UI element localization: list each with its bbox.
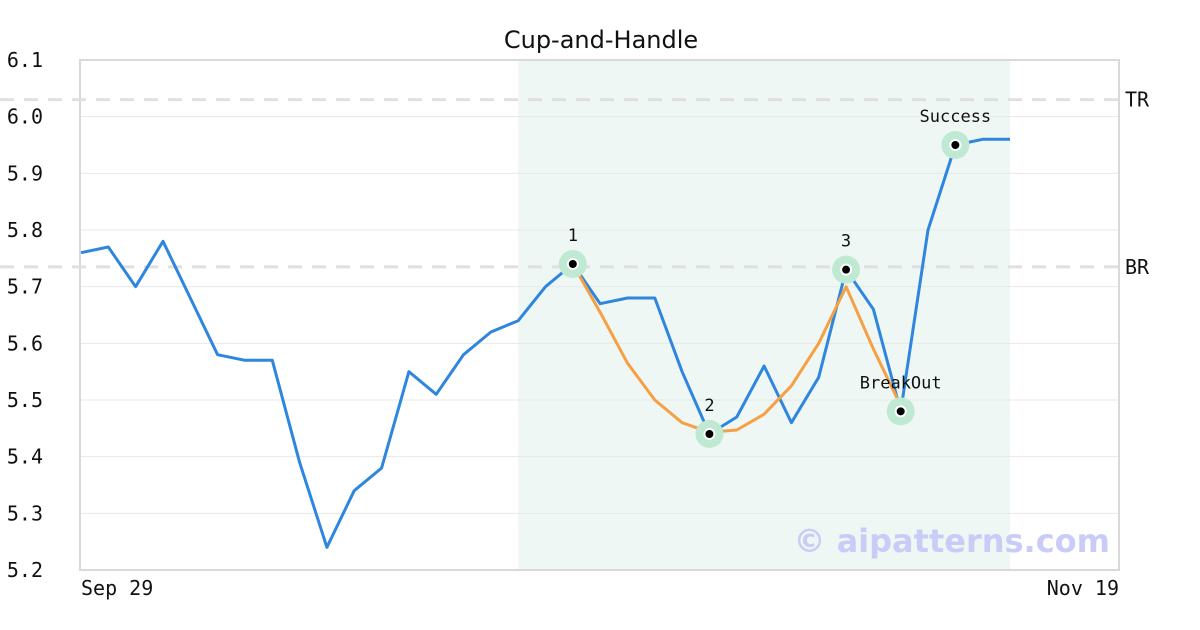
pivot-marker [840, 263, 853, 276]
pivot-label: 3 [841, 232, 851, 252]
y-tick-label: 5.5 [7, 388, 43, 412]
highlight-region [518, 60, 1010, 570]
pattern-annotations: 1 2 3 BreakOut Success [558, 107, 992, 448]
pivot-label: Success [920, 107, 992, 127]
price-line [80, 137, 1010, 549]
pivot-marker [894, 405, 907, 418]
series-lines [80, 137, 1010, 549]
y-tick-label: 5.3 [7, 501, 43, 525]
y-tick-label: 6.0 [7, 105, 43, 129]
chart-title: Cup-and-Handle [504, 26, 698, 54]
y-tick-label: 5.8 [7, 218, 43, 242]
pivot-label: BreakOut [860, 373, 942, 393]
level-label: TR [1125, 88, 1150, 112]
pivot-label: 1 [568, 226, 578, 246]
pivot-label: 2 [704, 396, 714, 416]
x-axis-ticks: Sep 29 Nov 19 [81, 576, 1119, 600]
watermark: © aipatterns.com [793, 522, 1110, 560]
y-tick-label: 5.6 [7, 331, 43, 355]
y-tick-label: 5.9 [7, 161, 43, 185]
y-axis-ticks: 5.2 5.3 5.4 5.5 5.6 5.7 5.8 5.9 6.0 6.1 [7, 48, 43, 582]
pivot-marker [703, 428, 716, 440]
y-tick-label: 5.2 [7, 558, 43, 582]
x-tick-label: Nov 19 [1047, 576, 1119, 600]
highlight-band [518, 60, 1010, 570]
y-tick-label: 6.1 [7, 48, 43, 72]
pattern-fit-line [571, 263, 903, 434]
plot-frame [79, 59, 1120, 571]
level-label: BR [1125, 255, 1150, 279]
y-tick-label: 5.4 [7, 445, 43, 469]
y-tick-label: 5.7 [7, 275, 43, 299]
gridlines [80, 116, 1119, 514]
pivot-marker [566, 258, 579, 270]
pivot-marker [949, 139, 962, 151]
x-tick-label: Sep 29 [81, 576, 153, 600]
